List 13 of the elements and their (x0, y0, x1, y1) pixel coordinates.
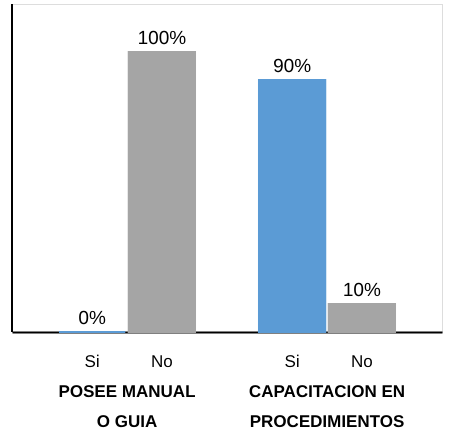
x-tick-label: CAPACITACION EN PROCEDIMIENTOS (248, 382, 406, 431)
data-label: 90% (273, 56, 312, 77)
bar (328, 303, 396, 333)
bar (258, 79, 326, 333)
x-tick-label: POSEE MANUAL O GUIA (58, 382, 196, 431)
data-label: 100% (138, 28, 186, 49)
text: No (351, 352, 373, 371)
text: Si (284, 352, 300, 371)
series-label: No (151, 352, 173, 371)
data-label: 0% (78, 308, 106, 329)
series-label: Si (84, 352, 100, 371)
data-label: 10% (342, 280, 381, 301)
bar (128, 51, 196, 333)
